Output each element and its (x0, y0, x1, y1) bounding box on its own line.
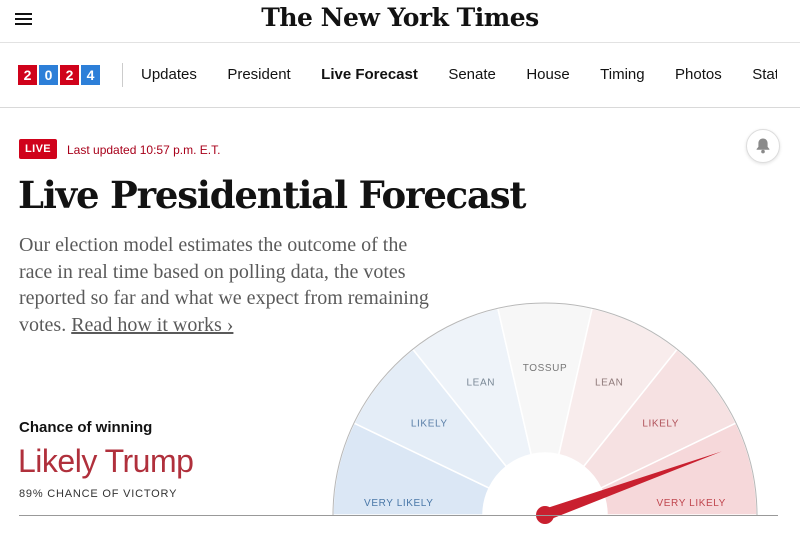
year-digit: 2 (18, 65, 37, 85)
nav-link-live-forecast[interactable]: Live Forecast (321, 66, 418, 83)
year-digit: 4 (81, 65, 100, 85)
article-dek: Our election model estimates the outcome… (19, 232, 439, 338)
bell-icon[interactable] (746, 129, 780, 163)
year-digit: 0 (39, 65, 58, 85)
last-updated: Last updated 10:57 p.m. E.T. (67, 143, 221, 157)
nav-link-house[interactable]: House (526, 66, 570, 83)
year-2024-badge[interactable]: 2 0 2 4 (18, 65, 100, 85)
gauge-segment-label: LEAN (595, 378, 624, 389)
nav-links: Updates President Live Forecast Senate H… (141, 66, 777, 84)
gauge-segment-label: LIKELY (411, 419, 448, 430)
gauge-segment-label: VERY LIKELY (364, 498, 433, 509)
hamburger-menu-icon[interactable] (15, 13, 32, 27)
masthead: The New York Times (0, 0, 800, 43)
read-how-it-works-link[interactable]: Read how it works › (71, 313, 234, 336)
forecast-gauge: VERY LIKELY LIKELY LEAN TOSSUP LEAN LIKELY VER… (332, 302, 758, 524)
nav-link-photos[interactable]: Photos (675, 66, 722, 83)
nav-link-updates[interactable]: Updates (141, 66, 197, 83)
nav-link-timing[interactable]: Timing (600, 66, 645, 83)
gauge-needle (542, 451, 722, 521)
nav-divider (122, 63, 123, 87)
year-digit: 2 (60, 65, 79, 85)
gauge-segment-label: LEAN (467, 378, 496, 389)
nav-link-senate[interactable]: Senate (448, 66, 496, 83)
gauge-baseline (19, 515, 778, 516)
nav-link-state-results[interactable]: State Results (752, 66, 777, 83)
nav-link-president[interactable]: President (227, 66, 291, 83)
gauge-segment-label: LIKELY (642, 419, 679, 430)
chance-of-victory: 89% CHANCE OF VICTORY (19, 488, 178, 500)
gauge-outline (332, 302, 758, 516)
live-badge: LIVE (19, 139, 58, 159)
gauge-segment-label: VERY LIKELY (657, 498, 726, 509)
page-title: Live Presidential Forecast (18, 173, 526, 217)
forecast-headline: Likely Trump (18, 443, 194, 479)
dek-text: Our election model estimates the outcome… (19, 234, 429, 336)
gauge-segment-label: TOSSUP (523, 363, 568, 374)
chance-of-winning-label: Chance of winning (19, 419, 153, 436)
section-nav: 2 0 2 4 Updates President Live Forecast … (0, 43, 800, 108)
nyt-logo[interactable]: The New York Times (261, 3, 539, 32)
